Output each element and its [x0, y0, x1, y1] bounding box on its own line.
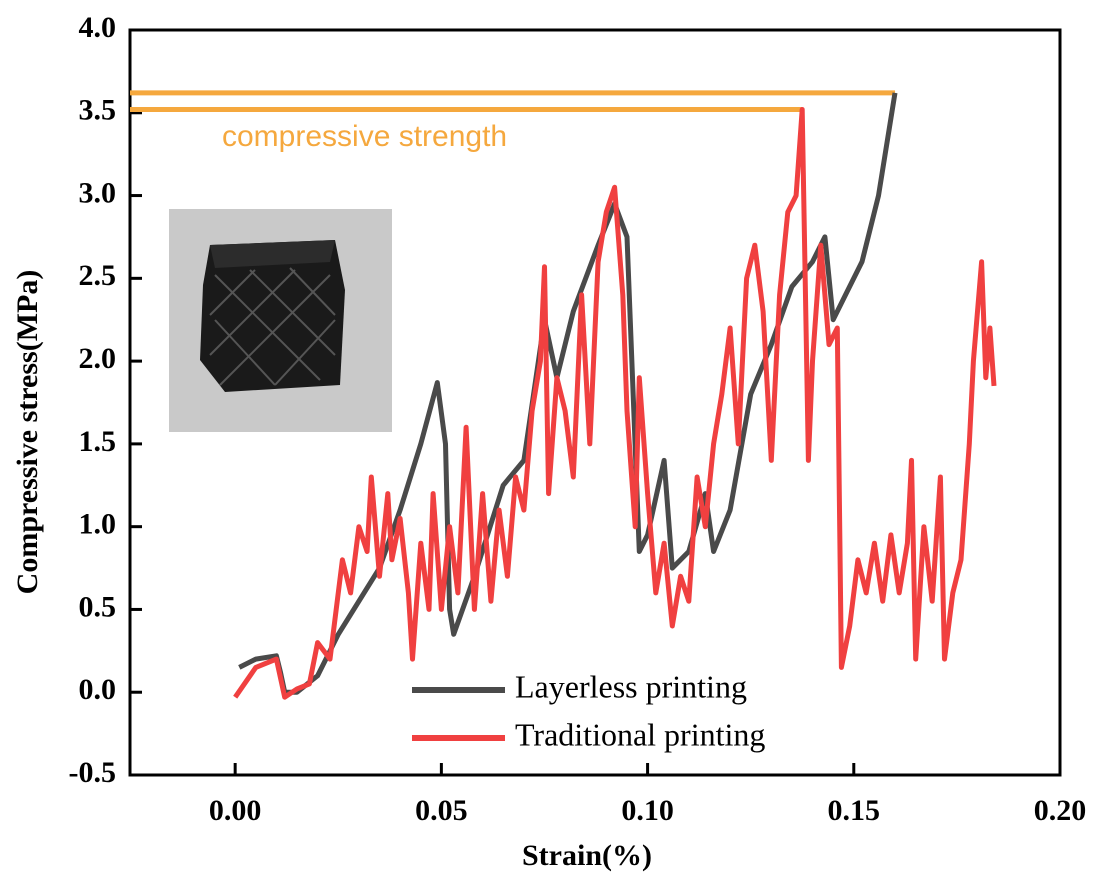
plot-frame — [128, 28, 1062, 777]
y-tick-label: 0.0 — [79, 673, 117, 706]
x-tick-label: 0.00 — [209, 794, 262, 827]
x-tick-label: 0.15 — [828, 794, 881, 827]
y-tick-label: -0.5 — [69, 756, 117, 789]
x-tick-label: 0.20 — [1034, 794, 1087, 827]
y-tick-label: 0.5 — [79, 590, 117, 623]
y-tick-label: 1.5 — [79, 425, 117, 458]
annotation: compressive strength — [222, 120, 507, 153]
line — [238, 92, 898, 695]
legend-label: Traditional printing — [515, 716, 765, 752]
inset-photo — [169, 209, 392, 432]
legend-label: Layerless printing — [515, 668, 747, 704]
y-tick-label: 2.5 — [79, 259, 117, 292]
x-tick-label: 0.10 — [621, 794, 674, 827]
legend: Layerless printing Traditional printing — [412, 668, 765, 752]
x-tick-label: 0.05 — [415, 794, 468, 827]
y-tick-label: 4.0 — [79, 11, 117, 44]
y-tick-label: 3.5 — [79, 94, 117, 127]
y-tick-label: 3.0 — [79, 176, 117, 209]
y-tick-label: 1.0 — [79, 508, 117, 541]
line — [233, 107, 997, 700]
y-tick-label: 2.0 — [79, 342, 117, 375]
y-axis-label: Compressive stress(MPa) — [11, 270, 44, 595]
x-axis-label: Strain(%) — [522, 839, 652, 872]
